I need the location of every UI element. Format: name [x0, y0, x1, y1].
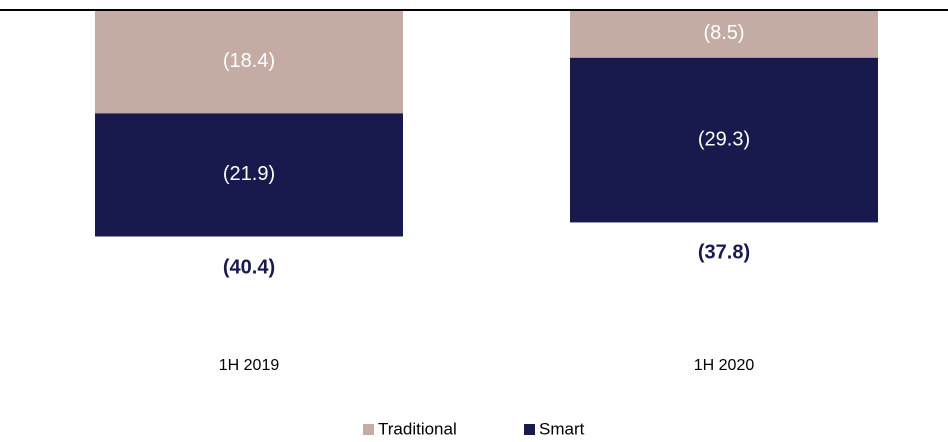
legend-swatch — [363, 424, 374, 435]
plot-area — [95, 10, 878, 237]
total-label: (37.8) — [698, 242, 750, 264]
value-label: (21.9) — [223, 163, 275, 185]
value-label: (8.5) — [703, 22, 744, 44]
bar-segment — [570, 10, 878, 58]
legend-swatch — [524, 424, 535, 435]
total-label: (40.4) — [223, 256, 275, 278]
value-label: (29.3) — [698, 128, 750, 150]
value-label: (18.4) — [223, 50, 275, 72]
category-label: 1H 2019 — [219, 357, 280, 374]
bar-segment — [95, 10, 403, 114]
bar-segment — [95, 113, 403, 237]
bar-segment — [570, 57, 878, 223]
category-label: 1H 2020 — [694, 357, 755, 374]
legend-label: Traditional — [378, 419, 457, 438]
legend-label: Smart — [539, 419, 585, 438]
